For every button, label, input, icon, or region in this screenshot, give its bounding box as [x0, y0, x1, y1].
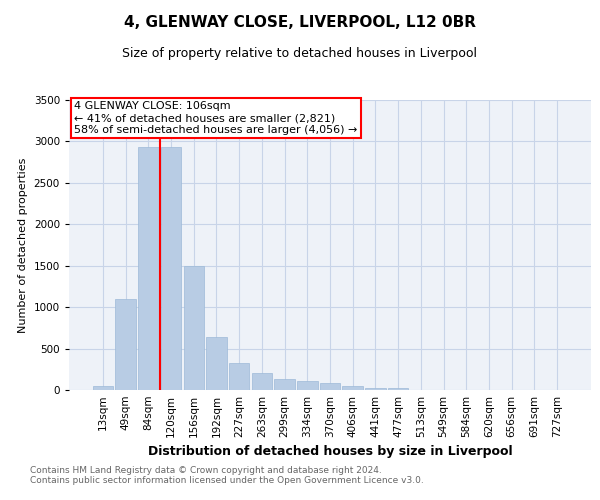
- Text: 4 GLENWAY CLOSE: 106sqm
← 41% of detached houses are smaller (2,821)
58% of semi: 4 GLENWAY CLOSE: 106sqm ← 41% of detache…: [74, 102, 358, 134]
- Bar: [184, 266, 204, 390]
- X-axis label: Distribution of detached houses by size in Liverpool: Distribution of detached houses by size …: [148, 446, 512, 458]
- Bar: [138, 147, 158, 390]
- Bar: [251, 372, 272, 390]
- Bar: [274, 379, 295, 390]
- Bar: [320, 384, 340, 390]
- Bar: [206, 337, 227, 390]
- Bar: [115, 299, 136, 390]
- Y-axis label: Number of detached properties: Number of detached properties: [18, 158, 28, 332]
- Bar: [365, 388, 386, 390]
- Bar: [229, 362, 250, 390]
- Text: Size of property relative to detached houses in Liverpool: Size of property relative to detached ho…: [122, 48, 478, 60]
- Bar: [297, 381, 317, 390]
- Bar: [161, 147, 181, 390]
- Text: 4, GLENWAY CLOSE, LIVERPOOL, L12 0BR: 4, GLENWAY CLOSE, LIVERPOOL, L12 0BR: [124, 15, 476, 30]
- Bar: [388, 388, 409, 390]
- Bar: [343, 386, 363, 390]
- Bar: [93, 386, 113, 390]
- Text: Contains HM Land Registry data © Crown copyright and database right 2024.
Contai: Contains HM Land Registry data © Crown c…: [30, 466, 424, 485]
